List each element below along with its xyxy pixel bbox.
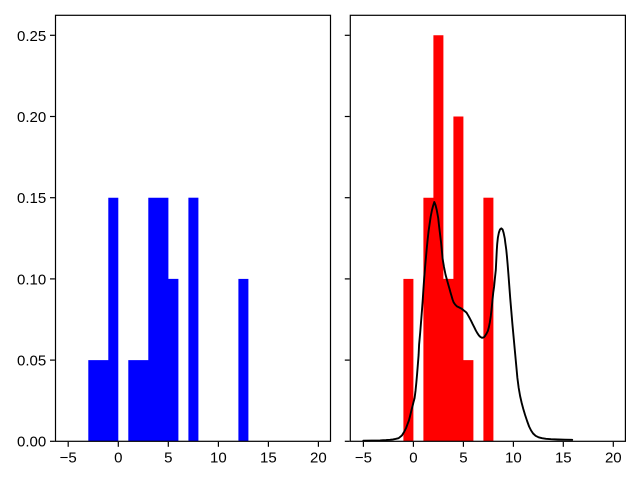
svg-text:0: 0: [409, 449, 417, 466]
svg-text:5: 5: [459, 449, 467, 466]
svg-text:0: 0: [114, 449, 122, 466]
svg-text:15: 15: [555, 449, 572, 466]
svg-text:10: 10: [505, 449, 522, 466]
svg-text:20: 20: [310, 449, 327, 466]
svg-text:0.20: 0.20: [17, 109, 46, 126]
svg-text:0.10: 0.10: [17, 271, 46, 288]
svg-text:0.05: 0.05: [17, 353, 46, 370]
svg-text:0.15: 0.15: [17, 190, 46, 207]
svg-text:15: 15: [260, 449, 277, 466]
svg-text:0.00: 0.00: [17, 434, 46, 451]
svg-text:0.25: 0.25: [17, 28, 46, 45]
svg-text:10: 10: [210, 449, 227, 466]
svg-text:−5: −5: [355, 449, 372, 466]
svg-text:5: 5: [164, 449, 172, 466]
svg-text:−5: −5: [60, 449, 77, 466]
svg-text:20: 20: [605, 449, 622, 466]
